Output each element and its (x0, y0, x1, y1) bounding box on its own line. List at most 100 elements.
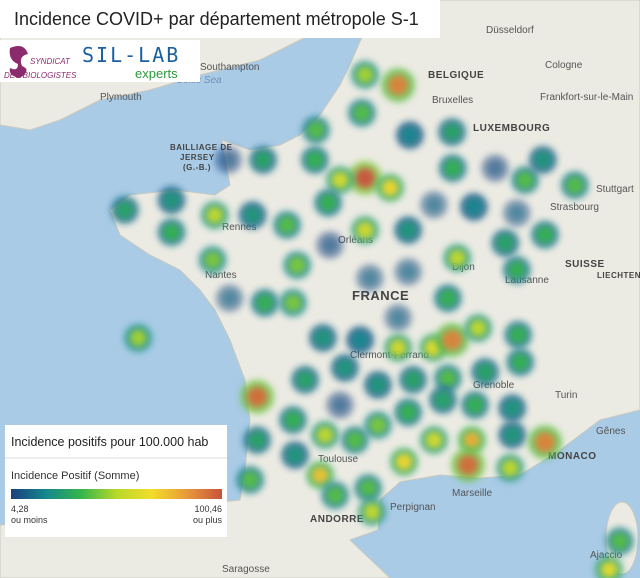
logo-text: experts (135, 66, 178, 81)
heat-blob (511, 166, 540, 195)
heat-blob (394, 257, 423, 286)
legend-box (5, 425, 227, 537)
heat-blob (198, 246, 227, 275)
title-box (0, 0, 440, 38)
heat-blob (381, 68, 416, 103)
heat-blob (281, 441, 310, 470)
heat-blob (560, 171, 589, 200)
heat-blob (363, 411, 392, 440)
heat-blob (278, 288, 307, 317)
heat-blob (325, 391, 354, 420)
map-label: LUXEMBOURG (473, 123, 550, 134)
heat-blob (435, 323, 469, 358)
heat-blob (243, 426, 272, 455)
map-label: Orléans (338, 235, 373, 246)
heat-blob (394, 216, 423, 245)
legend-subtitle: Incidence Positif (Somme) (11, 470, 139, 482)
heat-blob (308, 323, 337, 352)
heat-blob (459, 192, 488, 221)
logo-icon (9, 46, 28, 78)
title: Incidence COVID+ par département métropo… (14, 9, 419, 29)
heat-blob (347, 98, 376, 127)
heat-blob (321, 481, 350, 510)
heat-blob (481, 154, 510, 183)
heat-blob (527, 425, 562, 460)
heat-blob (419, 190, 448, 219)
map-label: Lausanne (505, 275, 549, 286)
heat-blob (351, 216, 379, 245)
heat-blob (301, 116, 330, 145)
heat-blob (433, 364, 462, 393)
map-label: ANDORRE (310, 514, 364, 525)
heat-blob (502, 199, 531, 228)
heat-blob (438, 118, 466, 147)
heat-blob (249, 145, 278, 174)
legend-min: 4,28 (11, 504, 29, 514)
heat-blob (330, 353, 359, 382)
heat-blob (354, 474, 383, 503)
heat-blob (395, 121, 424, 150)
heat-blob (460, 391, 489, 420)
heat-blob (433, 284, 462, 313)
heat-blob (471, 358, 500, 387)
map-label: Saragosse (222, 564, 270, 575)
heat-blob (214, 145, 243, 174)
heat-blob (502, 255, 531, 284)
map-label: JERSEY (180, 153, 215, 162)
map-label: Grenoble (473, 380, 515, 391)
map-label: Toulouse (318, 454, 358, 465)
heat-blob (200, 201, 229, 230)
heat-blob (310, 420, 339, 449)
heat-blob (215, 284, 244, 313)
heat-blob (399, 365, 428, 394)
map-label: Rennes (222, 222, 256, 233)
heat-blob (357, 497, 386, 526)
heat-blob (355, 264, 384, 293)
map-label: Stuttgart (596, 184, 634, 195)
heat-blob (384, 303, 413, 332)
heat-blob (506, 348, 535, 377)
logo-text: SIL-LAB (82, 43, 180, 67)
legend-gradient (11, 489, 222, 499)
heat-blob (250, 288, 279, 317)
heat-blob (530, 220, 559, 249)
heat-blob (110, 195, 139, 224)
map-label: Southampton (200, 62, 260, 73)
map-label: LIECHTENSTEIN (597, 271, 640, 280)
map-label: Perpignan (390, 502, 436, 513)
heat-blob (157, 186, 186, 215)
map-label: MONACO (548, 451, 597, 462)
map-label: Düsseldorf (486, 25, 534, 36)
heat-blob (498, 394, 527, 423)
heat-blob (528, 145, 557, 174)
map-label: Gênes (596, 426, 625, 437)
map-label: Cologne (545, 60, 583, 71)
heat-blob (428, 385, 457, 414)
map-label: BELGIQUE (428, 70, 484, 81)
heat-blob (325, 166, 354, 195)
map-label: Plymouth (100, 92, 142, 103)
heat-blob (464, 314, 493, 343)
heat-blob (306, 461, 335, 490)
heat-blob (451, 447, 486, 482)
legend-max-note: ou plus (193, 515, 223, 525)
logo-box (0, 40, 200, 82)
heat-layer (110, 60, 634, 578)
heat-blob (291, 365, 320, 394)
map-label: SUISSE (565, 259, 605, 270)
heat-blob (594, 555, 623, 578)
heat-blob (278, 406, 307, 435)
heat-blob (240, 379, 275, 414)
heat-blob (346, 326, 375, 355)
map-label: Strasbourg (550, 202, 599, 213)
heat-blob (443, 243, 472, 272)
map-label: (G.-B.) (183, 163, 211, 172)
legend-max: 100,46 (194, 504, 222, 514)
heat-blob (351, 60, 379, 89)
heat-blob (157, 218, 186, 247)
heat-blob (273, 210, 302, 239)
heat-blob (496, 453, 525, 482)
heat-blob (363, 370, 392, 399)
logo-text: DES BIOLOGISTES (4, 71, 77, 80)
heat-blob (314, 188, 343, 217)
